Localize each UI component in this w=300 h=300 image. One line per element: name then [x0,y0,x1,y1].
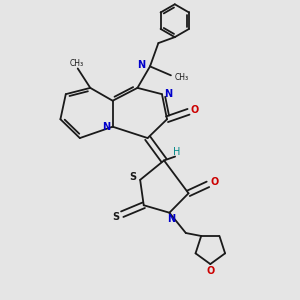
Text: H: H [173,147,180,157]
Text: O: O [191,105,199,115]
Text: N: N [138,60,146,70]
Text: N: N [167,214,175,224]
Text: O: O [206,266,214,276]
Text: CH₃: CH₃ [174,73,188,82]
Text: S: S [129,172,136,182]
Text: N: N [102,122,110,132]
Text: O: O [210,177,219,187]
Text: N: N [164,89,172,99]
Text: S: S [112,212,119,222]
Text: CH₃: CH₃ [69,58,83,68]
